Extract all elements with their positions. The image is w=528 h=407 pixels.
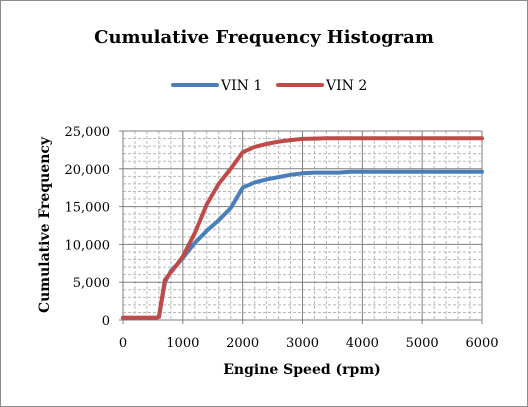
y-tick-label: 5,000 xyxy=(73,276,110,291)
chart-title: Cumulative Frequency Histogram xyxy=(94,27,434,48)
y-tick-label: 25,000 xyxy=(65,125,111,140)
minor-gridlines xyxy=(123,131,482,320)
legend-label-vin-1: VIN 1 xyxy=(220,78,262,94)
x-tick-label: 5000 xyxy=(406,336,439,351)
series-line-vin-2 xyxy=(121,136,484,320)
series-group xyxy=(121,136,484,320)
x-tick-label: 0 xyxy=(119,336,127,351)
x-tick-label: 2000 xyxy=(226,336,259,351)
x-axis-label: Engine Speed (rpm) xyxy=(223,362,381,378)
x-tick-label: 4000 xyxy=(346,336,379,351)
y-tick-label: 15,000 xyxy=(65,201,111,216)
y-tick-label: 10,000 xyxy=(65,238,111,253)
x-axis-ticks: 0 1000 2000 3000 4000 5000 6000 xyxy=(119,320,499,351)
legend-label-vin-2: VIN 2 xyxy=(325,78,367,94)
y-axis-ticks: 0 5,000 10,000 15,000 20,000 25,000 xyxy=(65,125,123,329)
x-tick-label: 1000 xyxy=(166,336,199,351)
x-tick-label: 6000 xyxy=(465,336,498,351)
x-tick-label: 3000 xyxy=(286,336,319,351)
legend: VIN 1 VIN 2 xyxy=(171,78,367,94)
y-tick-label: 20,000 xyxy=(65,163,111,178)
y-axis-label: Cumulative Frequency xyxy=(37,136,53,313)
y-tick-label: 0 xyxy=(102,314,110,329)
major-gridlines xyxy=(123,130,483,320)
